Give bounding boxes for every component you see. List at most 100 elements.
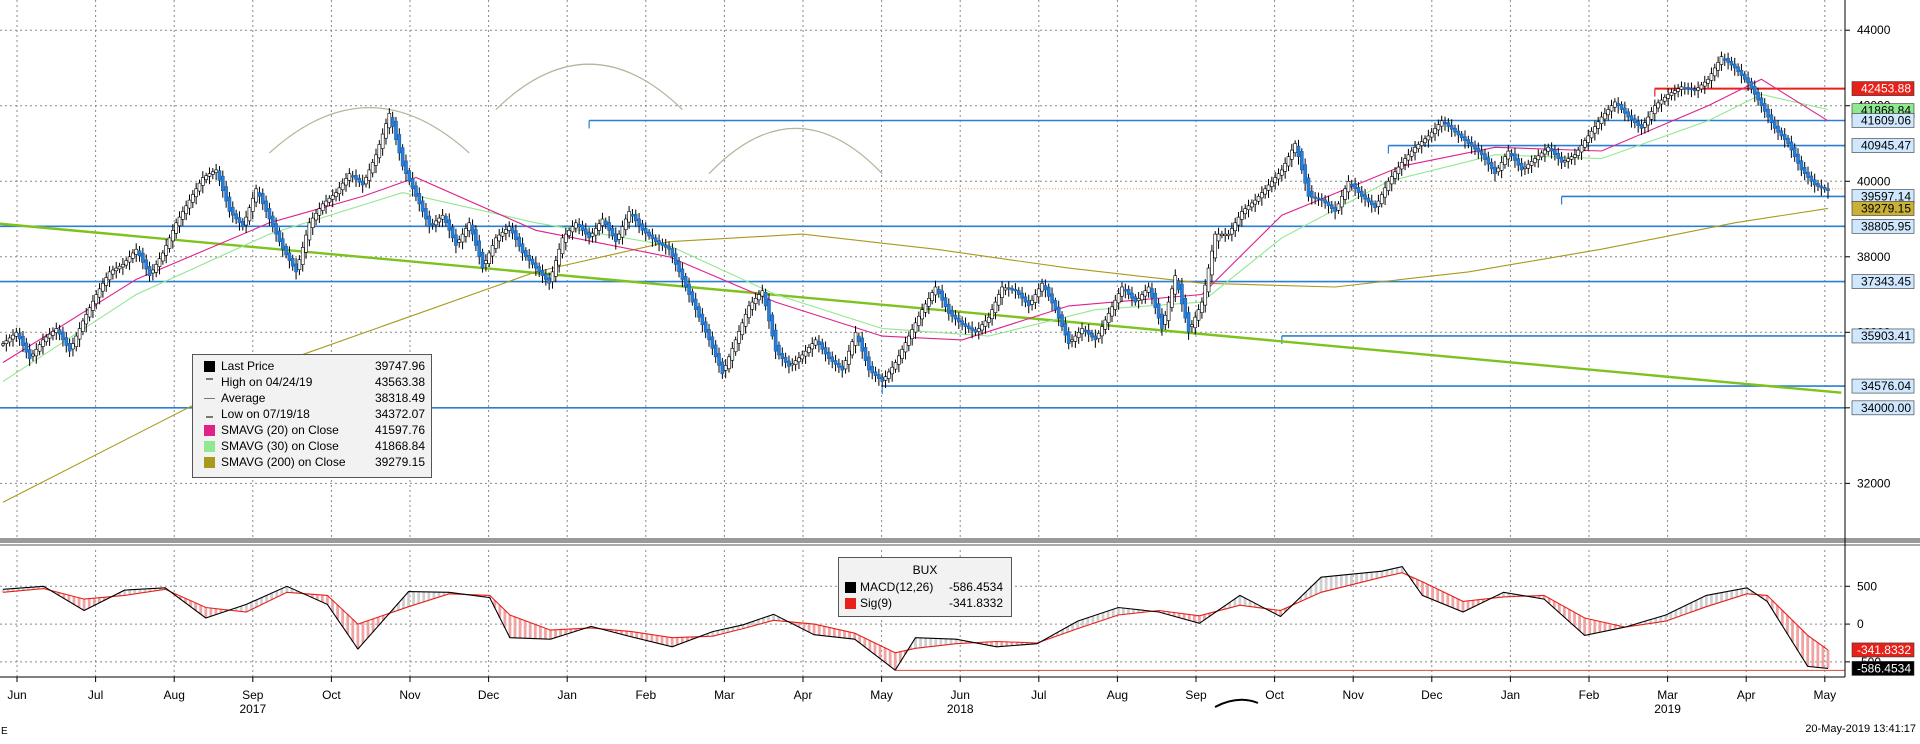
candle-body bbox=[847, 350, 851, 365]
candle-body bbox=[1653, 105, 1657, 114]
candle-body bbox=[457, 239, 462, 243]
candle-body bbox=[1816, 183, 1820, 187]
candle-body bbox=[197, 182, 202, 192]
candle-body bbox=[470, 224, 475, 235]
candle-body bbox=[727, 356, 731, 370]
x-tick-label: Jan bbox=[1501, 688, 1520, 702]
candle-body bbox=[384, 123, 388, 139]
candle-body bbox=[930, 292, 934, 301]
candle-body bbox=[600, 218, 605, 226]
candle-body bbox=[1449, 125, 1454, 130]
x-tick-label: May bbox=[1813, 688, 1836, 702]
candle-body bbox=[1133, 296, 1138, 303]
candle-body bbox=[1806, 171, 1810, 178]
candle-body bbox=[1050, 293, 1054, 304]
candle-body bbox=[887, 371, 891, 379]
candle-body bbox=[320, 203, 325, 211]
candle-body bbox=[1143, 290, 1148, 297]
candle-body bbox=[557, 248, 561, 266]
x-tick-label: Dec bbox=[478, 688, 499, 702]
candle-body bbox=[260, 193, 265, 205]
sma30-swatch bbox=[204, 441, 215, 452]
candle-body bbox=[204, 175, 208, 181]
candle-body bbox=[147, 266, 152, 276]
candle-body bbox=[1563, 160, 1567, 163]
candle-body bbox=[327, 197, 332, 203]
candle-body bbox=[97, 288, 102, 298]
candle-body bbox=[1663, 96, 1667, 102]
candle-body bbox=[230, 207, 235, 216]
legend-row-high: High on 04/24/19 43563.38 bbox=[201, 375, 425, 390]
candle-body bbox=[590, 232, 595, 237]
candle-body bbox=[1280, 169, 1284, 176]
candle-body bbox=[307, 222, 312, 241]
x-tick-label: Feb bbox=[1579, 688, 1600, 702]
candle-body bbox=[980, 324, 984, 331]
candle-body bbox=[270, 215, 275, 227]
candle-body bbox=[1739, 69, 1744, 76]
candle-body bbox=[44, 336, 49, 343]
candle-body bbox=[1809, 175, 1814, 182]
candle-body bbox=[534, 262, 538, 269]
candle-body bbox=[1073, 335, 1078, 342]
candle-body bbox=[1063, 322, 1068, 336]
candle-body bbox=[1593, 126, 1597, 134]
candle-body bbox=[1799, 160, 1804, 171]
price-label-box bbox=[1851, 328, 1915, 344]
candle-body bbox=[387, 112, 392, 129]
candle-body bbox=[673, 253, 678, 265]
candle-body bbox=[437, 217, 442, 223]
candle-body bbox=[1476, 147, 1481, 153]
candle-body bbox=[730, 348, 735, 361]
signal-line bbox=[2, 572, 1829, 654]
legend-row-sma200: SMAVG (200) on Close 39279.15 bbox=[201, 455, 425, 470]
candle-body bbox=[740, 322, 745, 336]
candle-body bbox=[490, 245, 495, 257]
candle-body bbox=[1679, 86, 1684, 90]
candle-body bbox=[240, 220, 245, 227]
price-series bbox=[1, 51, 1830, 388]
candle-body bbox=[314, 213, 318, 221]
candle-body bbox=[1313, 196, 1317, 199]
candle-body bbox=[1369, 200, 1374, 206]
candle-body bbox=[1789, 141, 1794, 151]
candle-body bbox=[1013, 289, 1018, 292]
candle-body bbox=[1213, 233, 1218, 259]
candle-body bbox=[544, 273, 548, 280]
candle-body bbox=[547, 277, 551, 284]
candle-body bbox=[1, 343, 5, 346]
candle-body bbox=[1130, 292, 1134, 299]
candle-body bbox=[737, 331, 741, 344]
candle-body bbox=[1329, 204, 1334, 209]
candle-body bbox=[753, 298, 758, 304]
candle-body bbox=[104, 277, 109, 286]
candle-body bbox=[304, 234, 308, 253]
legend-row-last-price: Last Price 39747.96 bbox=[201, 359, 425, 374]
candle-body bbox=[407, 170, 412, 182]
candle-body bbox=[1709, 73, 1714, 81]
macd-label-text: -586.4534 bbox=[1857, 661, 1911, 675]
candle-body bbox=[717, 353, 721, 366]
candle-body bbox=[1722, 58, 1727, 61]
candle-body bbox=[174, 222, 178, 234]
trendline bbox=[0, 222, 1842, 394]
candle-body bbox=[853, 332, 858, 346]
candle-body bbox=[1010, 288, 1014, 291]
candle-body bbox=[1682, 87, 1687, 90]
candle-body bbox=[810, 343, 815, 350]
candle-body bbox=[300, 247, 305, 265]
price-label-text: 39597.14 bbox=[1861, 189, 1911, 203]
candle-body bbox=[380, 133, 385, 149]
candle-body bbox=[650, 234, 655, 240]
candle-body bbox=[867, 356, 871, 371]
sig-legend-row: Sig(9) -341.8332 bbox=[845, 596, 1003, 611]
candle-body bbox=[57, 329, 62, 335]
candle-body bbox=[857, 335, 861, 343]
legend-row-sma30: SMAVG (30) on Close 41868.84 bbox=[201, 439, 425, 454]
candle-body bbox=[191, 194, 195, 203]
price-label-box bbox=[1851, 201, 1915, 216]
candle-body bbox=[124, 260, 129, 266]
legend-row-average: Average 38318.49 bbox=[201, 391, 425, 406]
macd-swatch bbox=[845, 582, 856, 593]
candle-body bbox=[620, 226, 625, 238]
